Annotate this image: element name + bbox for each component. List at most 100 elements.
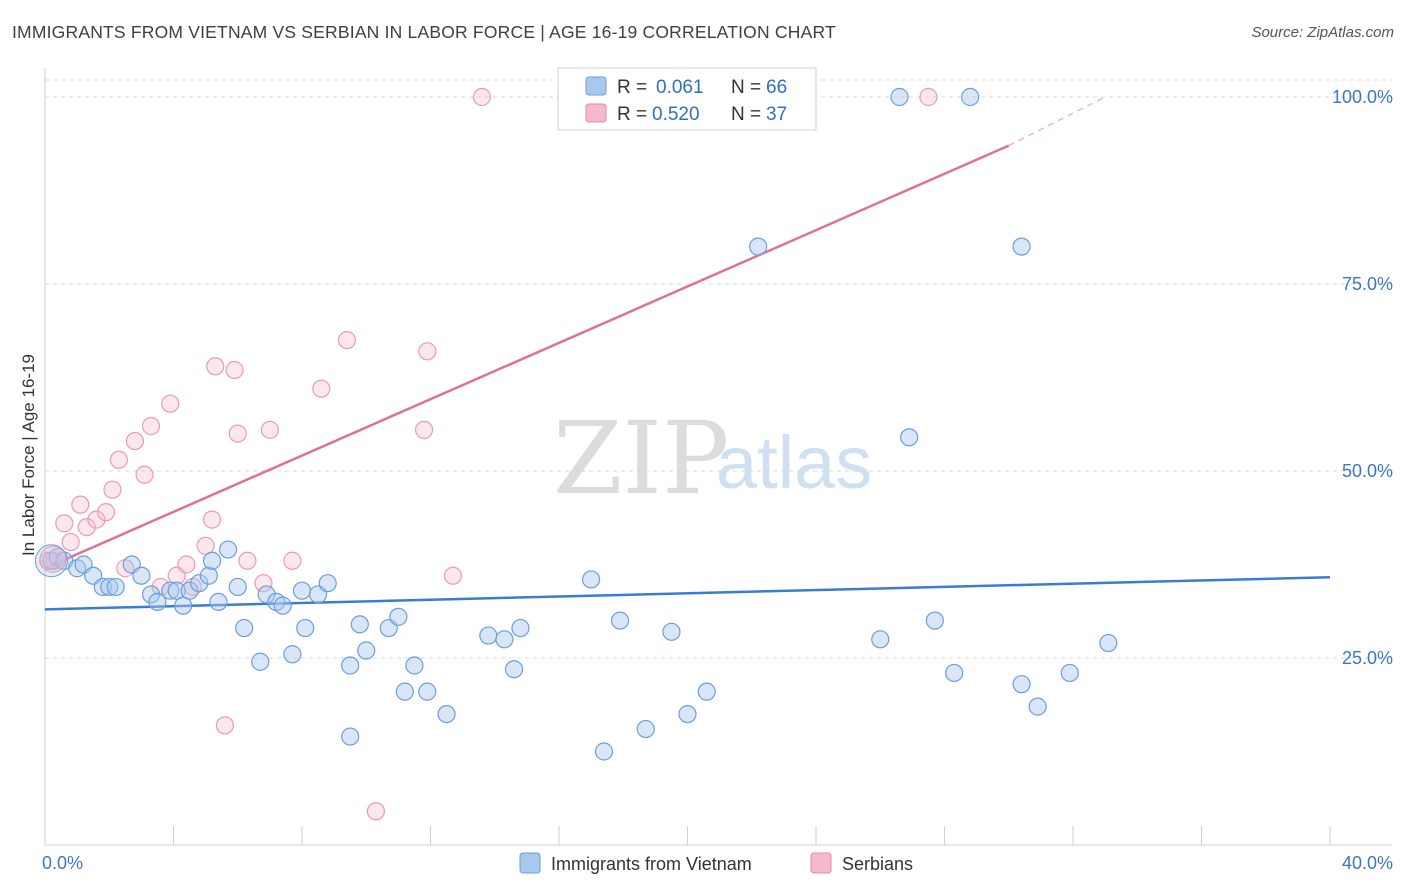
vietnam-point — [174, 596, 193, 615]
vietnam-point — [318, 574, 337, 593]
vietnam-point — [389, 607, 408, 626]
watermark-atlas: atlas — [716, 421, 872, 504]
vietnam-point — [161, 581, 180, 600]
vietnam-point — [871, 630, 890, 649]
y-tick-labels: 25.0% 50.0% 75.0% 100.0% — [1332, 87, 1393, 668]
y-tick-label: 75.0% — [1342, 274, 1393, 294]
serbian-point — [55, 514, 74, 533]
serbian-point — [225, 360, 244, 380]
bottom-legend-swatch-blue — [519, 852, 541, 874]
vietnam-point — [106, 577, 125, 597]
serbian-point — [71, 495, 90, 514]
serbian-point — [125, 431, 145, 451]
serbian-point — [472, 87, 491, 107]
vietnam-point — [610, 611, 630, 630]
legend-r-label-1: R = — [617, 77, 647, 98]
vietnam-point — [495, 630, 514, 649]
serbian-point — [202, 510, 222, 529]
vietnam-point — [190, 574, 209, 593]
vietnam-point — [283, 645, 302, 664]
serbian-point — [206, 357, 225, 376]
vietnam-cluster-point — [34, 544, 68, 578]
points-layer — [34, 87, 1118, 821]
vietnam-point — [594, 742, 614, 761]
y-tick-label: 50.0% — [1342, 461, 1393, 481]
vietnam-point — [511, 618, 530, 638]
vietnam-point — [292, 581, 312, 600]
vietnam-point — [167, 581, 186, 600]
vietnam-point — [219, 540, 238, 559]
serbian-point — [337, 331, 357, 350]
legend-n-label-2: N = — [731, 104, 761, 125]
serbian-point — [103, 480, 122, 499]
serbian-point — [443, 566, 463, 585]
vietnam-point — [636, 719, 655, 739]
vietnam-point — [678, 704, 697, 724]
vietnam-point — [479, 626, 498, 645]
vietnam-point — [148, 592, 167, 612]
serbian-point — [177, 555, 196, 574]
serbian-point — [366, 802, 385, 821]
vietnam-point — [504, 660, 524, 679]
serbian-point — [260, 420, 279, 439]
x-tick-label-min: 0.0% — [42, 853, 83, 873]
serbian-point — [283, 551, 302, 570]
vietnam-point — [890, 87, 909, 107]
vietnam-point — [296, 618, 315, 638]
vietnam-point — [132, 566, 151, 585]
serbian-point — [87, 510, 106, 529]
vietnam-point — [273, 596, 292, 615]
serbian-point — [77, 517, 96, 537]
serbian-point — [215, 716, 234, 735]
vietnam-point — [180, 581, 199, 600]
serbian-point — [109, 450, 128, 469]
vietnam-point — [582, 570, 601, 589]
legend-n-label-1: N = — [731, 77, 761, 98]
vietnam-point — [900, 428, 919, 447]
vietnam-point — [437, 704, 456, 724]
vietnam-point — [341, 656, 360, 675]
bottom-legend-label-serbians: Serbians — [842, 854, 913, 874]
vietnam-point — [418, 682, 437, 701]
serbian-point — [61, 532, 80, 552]
watermark-zip: ZIP — [553, 400, 729, 517]
vietnam-point — [202, 551, 222, 570]
serbian-trend-extension — [1008, 96, 1106, 147]
vietnam-point — [697, 682, 716, 701]
serbian-point — [96, 503, 116, 522]
vietnam-point — [257, 585, 276, 604]
vietnam-point — [1060, 663, 1079, 683]
vietnam-point — [350, 615, 369, 634]
series-legend: Immigrants from Vietnam Serbians — [519, 852, 913, 874]
vietnam-point — [93, 577, 112, 597]
bottom-legend-label-vietnam: Immigrants from Vietnam — [551, 854, 752, 874]
serbian-point — [919, 87, 938, 107]
legend-r-value-1: 0.061 — [656, 77, 704, 98]
chart-source: Source: ZipAtlas.com — [1251, 24, 1394, 41]
chart-title: IMMIGRANTS FROM VIETNAM VS SERBIAN IN LA… — [12, 22, 836, 42]
bottom-legend-swatch-pink — [810, 852, 832, 874]
vietnam-point — [405, 656, 424, 675]
axis-layer — [44, 68, 1392, 846]
correlation-legend: R = 0.061 N = 66 R = 0.520 N = 37 — [557, 67, 817, 131]
y-tick-label: 100.0% — [1332, 87, 1393, 107]
x-tick-label-max: 40.0% — [1342, 853, 1393, 873]
vietnam-point — [357, 641, 376, 660]
legend-swatch-pink — [585, 103, 607, 123]
vietnam-point — [251, 652, 270, 671]
vietnam-point — [1012, 237, 1031, 256]
trend-layer — [44, 96, 1331, 611]
y-axis-label: In Labor Force | Age 16-19 — [19, 354, 38, 556]
serbian-trend-line — [44, 144, 1010, 570]
serbian-point — [141, 417, 161, 436]
vietnam-point — [945, 663, 964, 683]
grid-layer — [45, 79, 1392, 659]
vietnam-point — [1028, 697, 1047, 716]
vietnam-point — [199, 566, 218, 585]
serbian-point — [418, 342, 437, 361]
vietnam-point — [209, 592, 228, 612]
legend-r-label-2: R = — [617, 104, 647, 125]
vietnam-trend-line — [44, 575, 1331, 611]
